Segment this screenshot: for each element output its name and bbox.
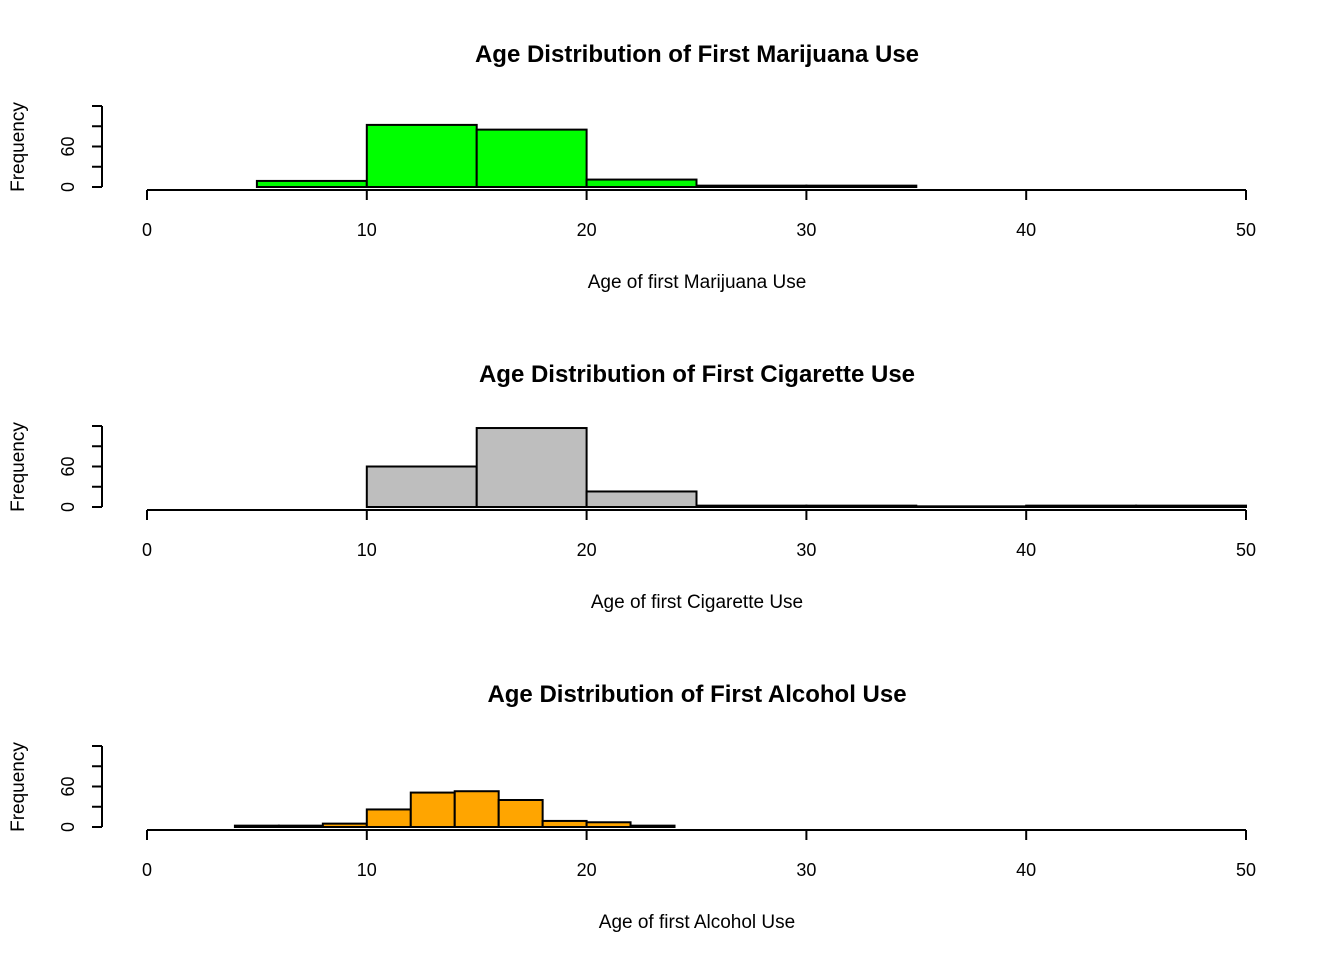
y-tick-label: 60 [58,136,78,156]
histogram-bar [365,123,478,188]
x-axis-label: Age of first Marijuana Use [588,272,807,293]
panel-cigarette: Age Distribution of First Cigarette Use … [8,361,1256,613]
histogram-bar [585,178,698,188]
y-tick-label: 60 [58,776,78,796]
x-tick-label: 0 [142,540,152,560]
x-tick-label: 20 [577,220,597,240]
histogram-bar [585,821,632,829]
histogram-bar [453,790,500,828]
x-tick-label: 0 [142,860,152,880]
histogram-bar [915,505,1028,509]
histogram-bar [1135,504,1247,508]
x-axis-label: Age of first Alcohol Use [599,912,795,933]
x-tick-label: 0 [142,220,152,240]
chart-title: Age Distribution of First Cigarette Use [479,361,915,388]
histogram-bar [805,504,918,508]
x-tick-label: 30 [796,860,816,880]
bars [255,123,918,189]
x-tick-label: 20 [577,860,597,880]
y-axis-label: Frequency [8,102,29,192]
histogram-bar [233,824,280,829]
y-tick-label: 0 [58,502,78,512]
histogram-bar [541,819,588,828]
x-tick-label: 30 [796,220,816,240]
histogram-bar [805,184,918,188]
histogram-bar [255,179,368,189]
x-tick-label: 10 [357,220,377,240]
bars [365,427,1247,509]
axes: 0 60 0 10 20 30 40 50 [58,105,1256,240]
histogram-bar [365,808,412,829]
y-tick-label: 0 [58,822,78,832]
bars [233,790,676,829]
x-tick-label: 40 [1016,860,1036,880]
histogram-bar [585,490,698,509]
panel-marijuana: Age Distribution of First Marijuana Use … [8,41,1256,293]
histogram-bar [695,504,808,508]
x-tick-label: 10 [357,860,377,880]
histogram-bar [497,799,544,828]
histogram-bar [475,128,588,188]
x-axis-label: Age of first Cigarette Use [591,592,803,613]
x-tick-label: 50 [1236,860,1256,880]
x-tick-label: 40 [1016,540,1036,560]
y-tick-label: 60 [58,456,78,476]
histogram-bar [629,824,676,829]
panel-alcohol: Age Distribution of First Alcohol Use 0 6… [8,681,1256,933]
axes: 0 60 0 10 20 30 40 50 [58,425,1256,560]
y-tick-label: 0 [58,182,78,192]
x-tick-label: 30 [796,540,816,560]
histogram-bar [695,184,808,188]
histogram-bar [1025,504,1138,508]
chart-title: Age Distribution of First Marijuana Use [475,41,919,68]
x-tick-label: 40 [1016,220,1036,240]
histogram-bar [321,822,368,828]
x-tick-label: 10 [357,540,377,560]
x-tick-label: 50 [1236,220,1256,240]
axes: 0 60 0 10 20 30 40 50 [58,745,1256,880]
x-tick-label: 20 [577,540,597,560]
x-tick-label: 50 [1236,540,1256,560]
y-axis-label: Frequency [8,422,29,512]
y-axis-label: Frequency [8,742,29,832]
chart-title: Age Distribution of First Alcohol Use [487,681,906,708]
histogram-bar [277,824,324,829]
histogram-bar [475,427,588,508]
histogram-bar [409,791,456,829]
histogram-bar [365,465,478,508]
